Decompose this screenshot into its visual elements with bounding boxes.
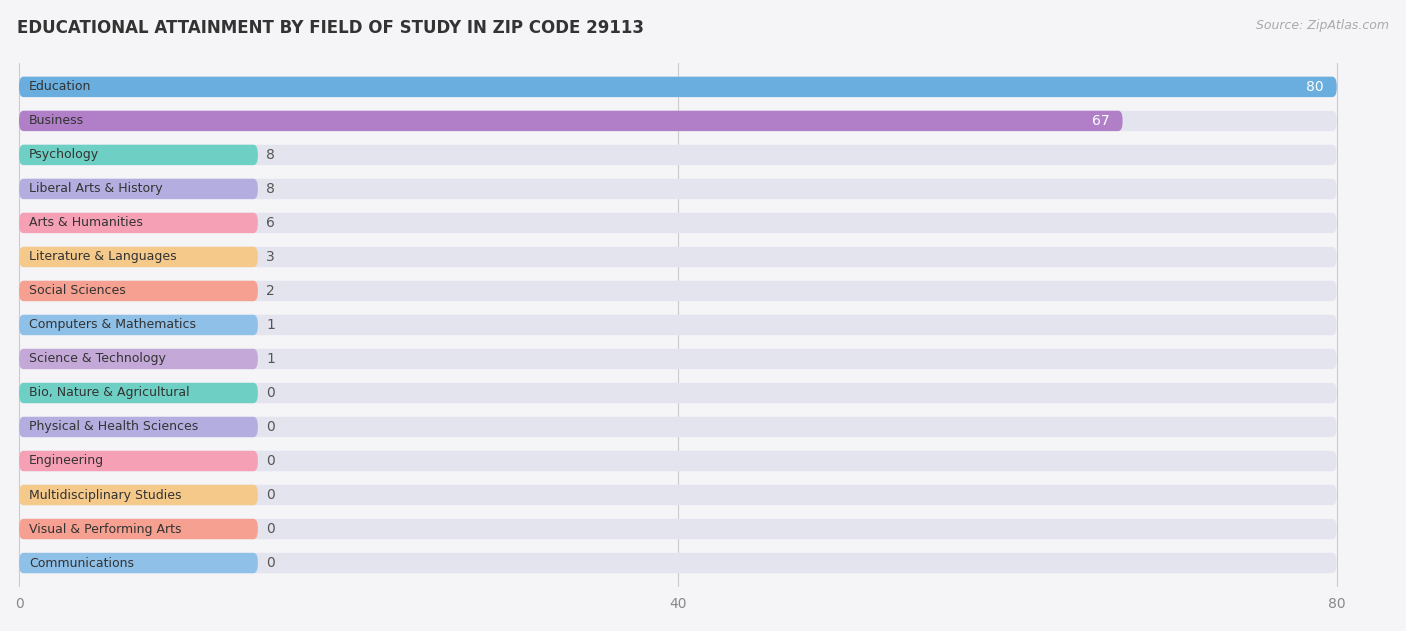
- FancyBboxPatch shape: [20, 144, 257, 165]
- FancyBboxPatch shape: [20, 485, 257, 505]
- FancyBboxPatch shape: [20, 110, 1337, 131]
- FancyBboxPatch shape: [20, 179, 1337, 199]
- Text: 0: 0: [266, 454, 274, 468]
- Text: 0: 0: [266, 386, 274, 400]
- FancyBboxPatch shape: [20, 281, 1337, 301]
- FancyBboxPatch shape: [20, 247, 1337, 267]
- Text: 80: 80: [1306, 80, 1323, 94]
- FancyBboxPatch shape: [20, 451, 1337, 471]
- FancyBboxPatch shape: [20, 383, 257, 403]
- Text: Psychology: Psychology: [30, 148, 98, 162]
- FancyBboxPatch shape: [20, 553, 257, 573]
- FancyBboxPatch shape: [20, 349, 1337, 369]
- FancyBboxPatch shape: [20, 349, 257, 369]
- Text: 0: 0: [266, 488, 274, 502]
- FancyBboxPatch shape: [20, 144, 1337, 165]
- FancyBboxPatch shape: [20, 179, 257, 199]
- Text: EDUCATIONAL ATTAINMENT BY FIELD OF STUDY IN ZIP CODE 29113: EDUCATIONAL ATTAINMENT BY FIELD OF STUDY…: [17, 19, 644, 37]
- Text: Engineering: Engineering: [30, 454, 104, 468]
- FancyBboxPatch shape: [20, 383, 1337, 403]
- FancyBboxPatch shape: [20, 417, 1337, 437]
- FancyBboxPatch shape: [20, 213, 1337, 233]
- Text: Source: ZipAtlas.com: Source: ZipAtlas.com: [1256, 19, 1389, 32]
- Text: Arts & Humanities: Arts & Humanities: [30, 216, 143, 230]
- FancyBboxPatch shape: [20, 315, 1337, 335]
- Text: Computers & Mathematics: Computers & Mathematics: [30, 319, 195, 331]
- Text: Bio, Nature & Agricultural: Bio, Nature & Agricultural: [30, 386, 190, 399]
- Text: 3: 3: [266, 250, 274, 264]
- Text: Physical & Health Sciences: Physical & Health Sciences: [30, 420, 198, 433]
- Text: 1: 1: [266, 352, 276, 366]
- FancyBboxPatch shape: [20, 110, 1122, 131]
- Text: Science & Technology: Science & Technology: [30, 353, 166, 365]
- Text: Business: Business: [30, 114, 84, 127]
- Text: 0: 0: [266, 420, 274, 434]
- FancyBboxPatch shape: [20, 247, 257, 267]
- FancyBboxPatch shape: [20, 519, 1337, 540]
- FancyBboxPatch shape: [20, 77, 1337, 97]
- FancyBboxPatch shape: [20, 451, 257, 471]
- Text: Visual & Performing Arts: Visual & Performing Arts: [30, 522, 181, 536]
- Text: Social Sciences: Social Sciences: [30, 285, 125, 297]
- FancyBboxPatch shape: [20, 213, 257, 233]
- FancyBboxPatch shape: [20, 485, 1337, 505]
- Text: 8: 8: [266, 148, 276, 162]
- FancyBboxPatch shape: [20, 417, 257, 437]
- FancyBboxPatch shape: [20, 519, 257, 540]
- Text: 0: 0: [266, 556, 274, 570]
- Text: 6: 6: [266, 216, 276, 230]
- Text: 1: 1: [266, 318, 276, 332]
- FancyBboxPatch shape: [20, 77, 1337, 97]
- FancyBboxPatch shape: [20, 281, 257, 301]
- Text: Communications: Communications: [30, 557, 134, 570]
- Text: 0: 0: [266, 522, 274, 536]
- FancyBboxPatch shape: [20, 553, 1337, 573]
- Text: Multidisciplinary Studies: Multidisciplinary Studies: [30, 488, 181, 502]
- Text: 67: 67: [1092, 114, 1109, 128]
- Text: 2: 2: [266, 284, 274, 298]
- Text: Liberal Arts & History: Liberal Arts & History: [30, 182, 163, 196]
- FancyBboxPatch shape: [20, 315, 257, 335]
- Text: Education: Education: [30, 80, 91, 93]
- Text: Literature & Languages: Literature & Languages: [30, 251, 177, 264]
- Text: 8: 8: [266, 182, 276, 196]
